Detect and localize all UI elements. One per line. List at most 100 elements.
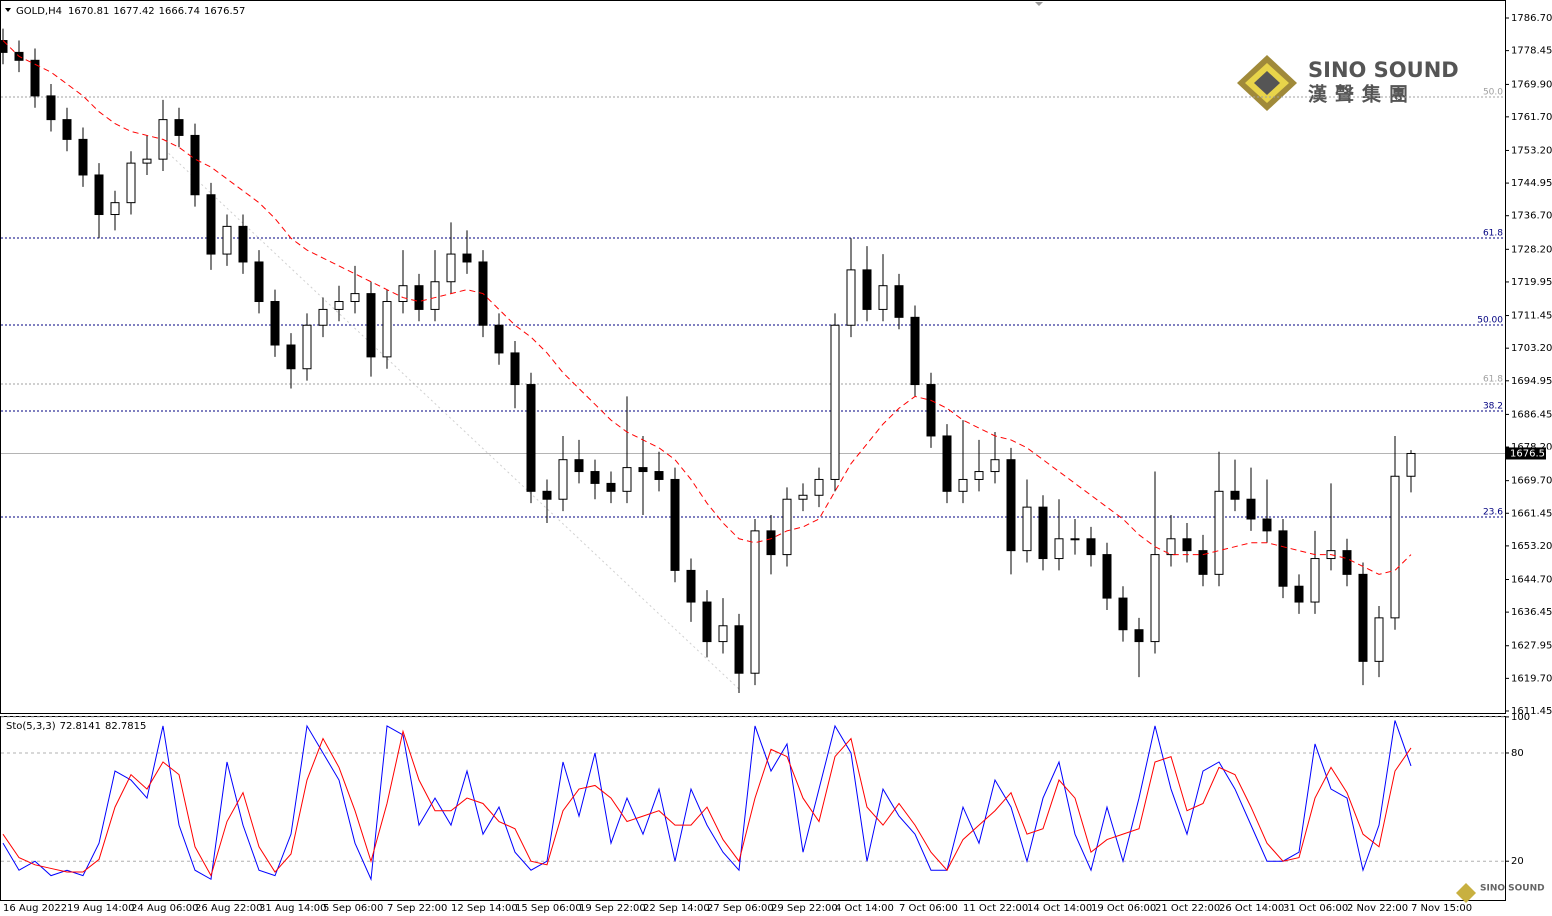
candle-body bbox=[126, 162, 136, 204]
candle-body bbox=[894, 285, 904, 318]
candle-body bbox=[1342, 550, 1352, 575]
candle-body bbox=[798, 494, 808, 500]
candle-body bbox=[494, 324, 504, 354]
candle-body bbox=[430, 281, 440, 310]
y-tick-label: 1761.70 bbox=[1511, 112, 1552, 123]
candle-body bbox=[1134, 629, 1144, 643]
stochastic-line bbox=[2, 729, 1412, 877]
candle-body bbox=[1358, 573, 1368, 662]
candle-body bbox=[286, 344, 296, 370]
logo-chinese: 漢聲集團 bbox=[1308, 83, 1416, 106]
y-tick-label: 1619.70 bbox=[1511, 673, 1552, 684]
x-tick-label: 26 Aug 22:00 bbox=[195, 903, 262, 914]
candle-body bbox=[414, 285, 424, 310]
candle-body bbox=[814, 478, 824, 496]
candle-body bbox=[1198, 550, 1208, 575]
main-panel-frame bbox=[0, 0, 1506, 714]
high-value: 1677.42 bbox=[113, 6, 154, 17]
y-tick-label: 1728.20 bbox=[1511, 244, 1552, 255]
candle-body bbox=[1294, 585, 1304, 603]
candle-body bbox=[1406, 452, 1416, 477]
candle-body bbox=[1086, 538, 1096, 556]
candle-body bbox=[558, 459, 568, 500]
symbol: GOLD,H4 bbox=[16, 6, 62, 17]
y-tick-label: 1778.45 bbox=[1511, 46, 1552, 57]
stochastic-line bbox=[2, 720, 1412, 882]
y-tick-label: 1636.45 bbox=[1511, 607, 1552, 618]
x-tick-label: 21 Oct 22:00 bbox=[1155, 903, 1220, 914]
x-tick-label: 19 Oct 06:00 bbox=[1091, 903, 1156, 914]
level-label: 23.6 bbox=[1483, 508, 1503, 518]
x-tick-label: 15 Sep 06:00 bbox=[515, 903, 582, 914]
x-tick-label: 31 Aug 14:00 bbox=[259, 903, 326, 914]
candle-body bbox=[270, 301, 280, 346]
open-value: 1670.81 bbox=[68, 6, 109, 17]
d-value: 82.7815 bbox=[105, 721, 146, 732]
candle-body bbox=[110, 202, 120, 216]
candle-body bbox=[766, 530, 776, 556]
x-tick-label: 31 Oct 06:00 bbox=[1283, 903, 1348, 914]
candle-body bbox=[782, 498, 792, 556]
candle-body bbox=[846, 269, 856, 326]
close-value: 1676.57 bbox=[204, 6, 245, 17]
y-tick-label: 1703.20 bbox=[1511, 343, 1552, 354]
candle-body bbox=[702, 601, 712, 643]
y-tick-label: 20 bbox=[1511, 856, 1524, 867]
candle-body bbox=[174, 119, 184, 136]
candle-body bbox=[1230, 490, 1240, 500]
x-tick-label: 19 Sep 22:00 bbox=[579, 903, 646, 914]
candle-body bbox=[62, 119, 72, 140]
candle-body bbox=[462, 253, 472, 263]
candle-body bbox=[350, 293, 360, 303]
small-logo-name: SINO SOUND bbox=[1480, 884, 1545, 894]
candle-body bbox=[718, 625, 728, 643]
trend-line bbox=[164, 149, 741, 691]
x-tick-label: 29 Sep 22:00 bbox=[771, 903, 838, 914]
y-tick-label: 1719.95 bbox=[1511, 277, 1552, 288]
candle-body bbox=[1166, 538, 1176, 556]
indicator-header: Sto(5,3,3) 72.8141 82.7815 bbox=[6, 721, 146, 732]
candle-body bbox=[30, 59, 40, 97]
candle-body bbox=[958, 478, 968, 492]
candle-body bbox=[878, 285, 888, 310]
candle-body bbox=[830, 324, 840, 480]
scroll-marker bbox=[1035, 2, 1043, 6]
y-tick-label: 1661.45 bbox=[1511, 508, 1552, 519]
candle-body bbox=[1022, 506, 1032, 552]
y-tick-label: 100 bbox=[1511, 712, 1530, 723]
candle-body bbox=[190, 134, 200, 196]
logo-core bbox=[1254, 71, 1280, 95]
candle-body bbox=[0, 40, 8, 53]
x-tick-label: 27 Sep 06:00 bbox=[707, 903, 774, 914]
candle-body bbox=[1390, 475, 1400, 619]
x-tick-label: 24 Aug 06:00 bbox=[131, 903, 198, 914]
candle-body bbox=[78, 138, 88, 176]
x-tick-label: 11 Oct 22:00 bbox=[963, 903, 1028, 914]
price-tag bbox=[1506, 447, 1546, 460]
menu-triangle bbox=[5, 8, 11, 12]
candle-body bbox=[942, 435, 952, 492]
x-tick-label: 26 Oct 14:00 bbox=[1219, 903, 1284, 914]
candle-body bbox=[686, 569, 696, 603]
candle-body bbox=[1054, 538, 1064, 560]
y-tick-label: 80 bbox=[1511, 748, 1524, 759]
x-tick-label: 7 Oct 06:00 bbox=[899, 903, 958, 914]
candle-body bbox=[1310, 558, 1320, 603]
y-tick-label: 1736.70 bbox=[1511, 211, 1552, 222]
y-tick-label: 1769.90 bbox=[1511, 79, 1552, 90]
level-label: 50.0 bbox=[1483, 87, 1503, 97]
candle-body bbox=[318, 308, 328, 326]
candle-body bbox=[1278, 530, 1288, 587]
candle-body bbox=[990, 459, 1000, 473]
y-tick-label: 1711.45 bbox=[1511, 311, 1552, 322]
candle-body bbox=[446, 253, 456, 283]
level-label: 50.00 bbox=[1477, 316, 1503, 326]
candle-body bbox=[46, 95, 56, 121]
candle-body bbox=[670, 478, 680, 571]
candle-body bbox=[1118, 597, 1128, 631]
candle-body bbox=[1374, 617, 1384, 662]
logo-name: SINO SOUND bbox=[1308, 58, 1459, 82]
candle-body bbox=[334, 301, 344, 310]
